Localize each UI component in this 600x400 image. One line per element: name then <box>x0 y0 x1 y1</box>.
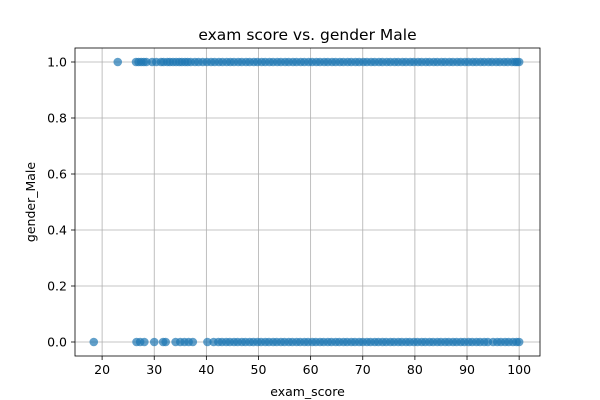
plot-area <box>75 48 540 356</box>
data-point <box>203 337 212 347</box>
plot-frame <box>74 47 541 357</box>
y-tick-label: 0.2 <box>47 279 67 294</box>
data-point <box>113 57 123 67</box>
x-tick-label: 30 <box>146 362 162 377</box>
x-tick-label: 40 <box>198 362 214 377</box>
data-point <box>149 337 159 347</box>
y-tick-label: 1.0 <box>47 55 67 70</box>
x-tick-label: 50 <box>251 362 267 377</box>
x-tick-label: 80 <box>407 362 423 377</box>
y-tick-label: 0.8 <box>47 111 67 126</box>
x-tick-label: 20 <box>94 362 110 377</box>
data-points <box>89 57 524 347</box>
data-point <box>514 57 524 67</box>
y-tick-label: 0.4 <box>47 223 67 238</box>
x-tick-label: 100 <box>507 362 531 377</box>
data-point <box>140 337 149 347</box>
x-axis-label: exam_score <box>270 384 345 399</box>
x-tick-label: 60 <box>303 362 319 377</box>
x-tick-label: 70 <box>355 362 371 377</box>
data-point <box>161 337 171 347</box>
axis-ticks: 20 30 40 50 60 70 80 90 100 0.0 0.2 0.4 0.6 0.8 1.0 <box>47 55 531 378</box>
data-point <box>188 337 198 347</box>
y-tick-label: 0.0 <box>47 335 67 350</box>
chart-title: exam score vs. gender Male <box>198 26 416 44</box>
data-point <box>89 337 99 347</box>
y-axis-label: gender_Male <box>23 162 38 242</box>
x-tick-label: 90 <box>459 362 475 377</box>
data-point <box>514 337 524 347</box>
y-tick-label: 0.6 <box>47 167 67 182</box>
